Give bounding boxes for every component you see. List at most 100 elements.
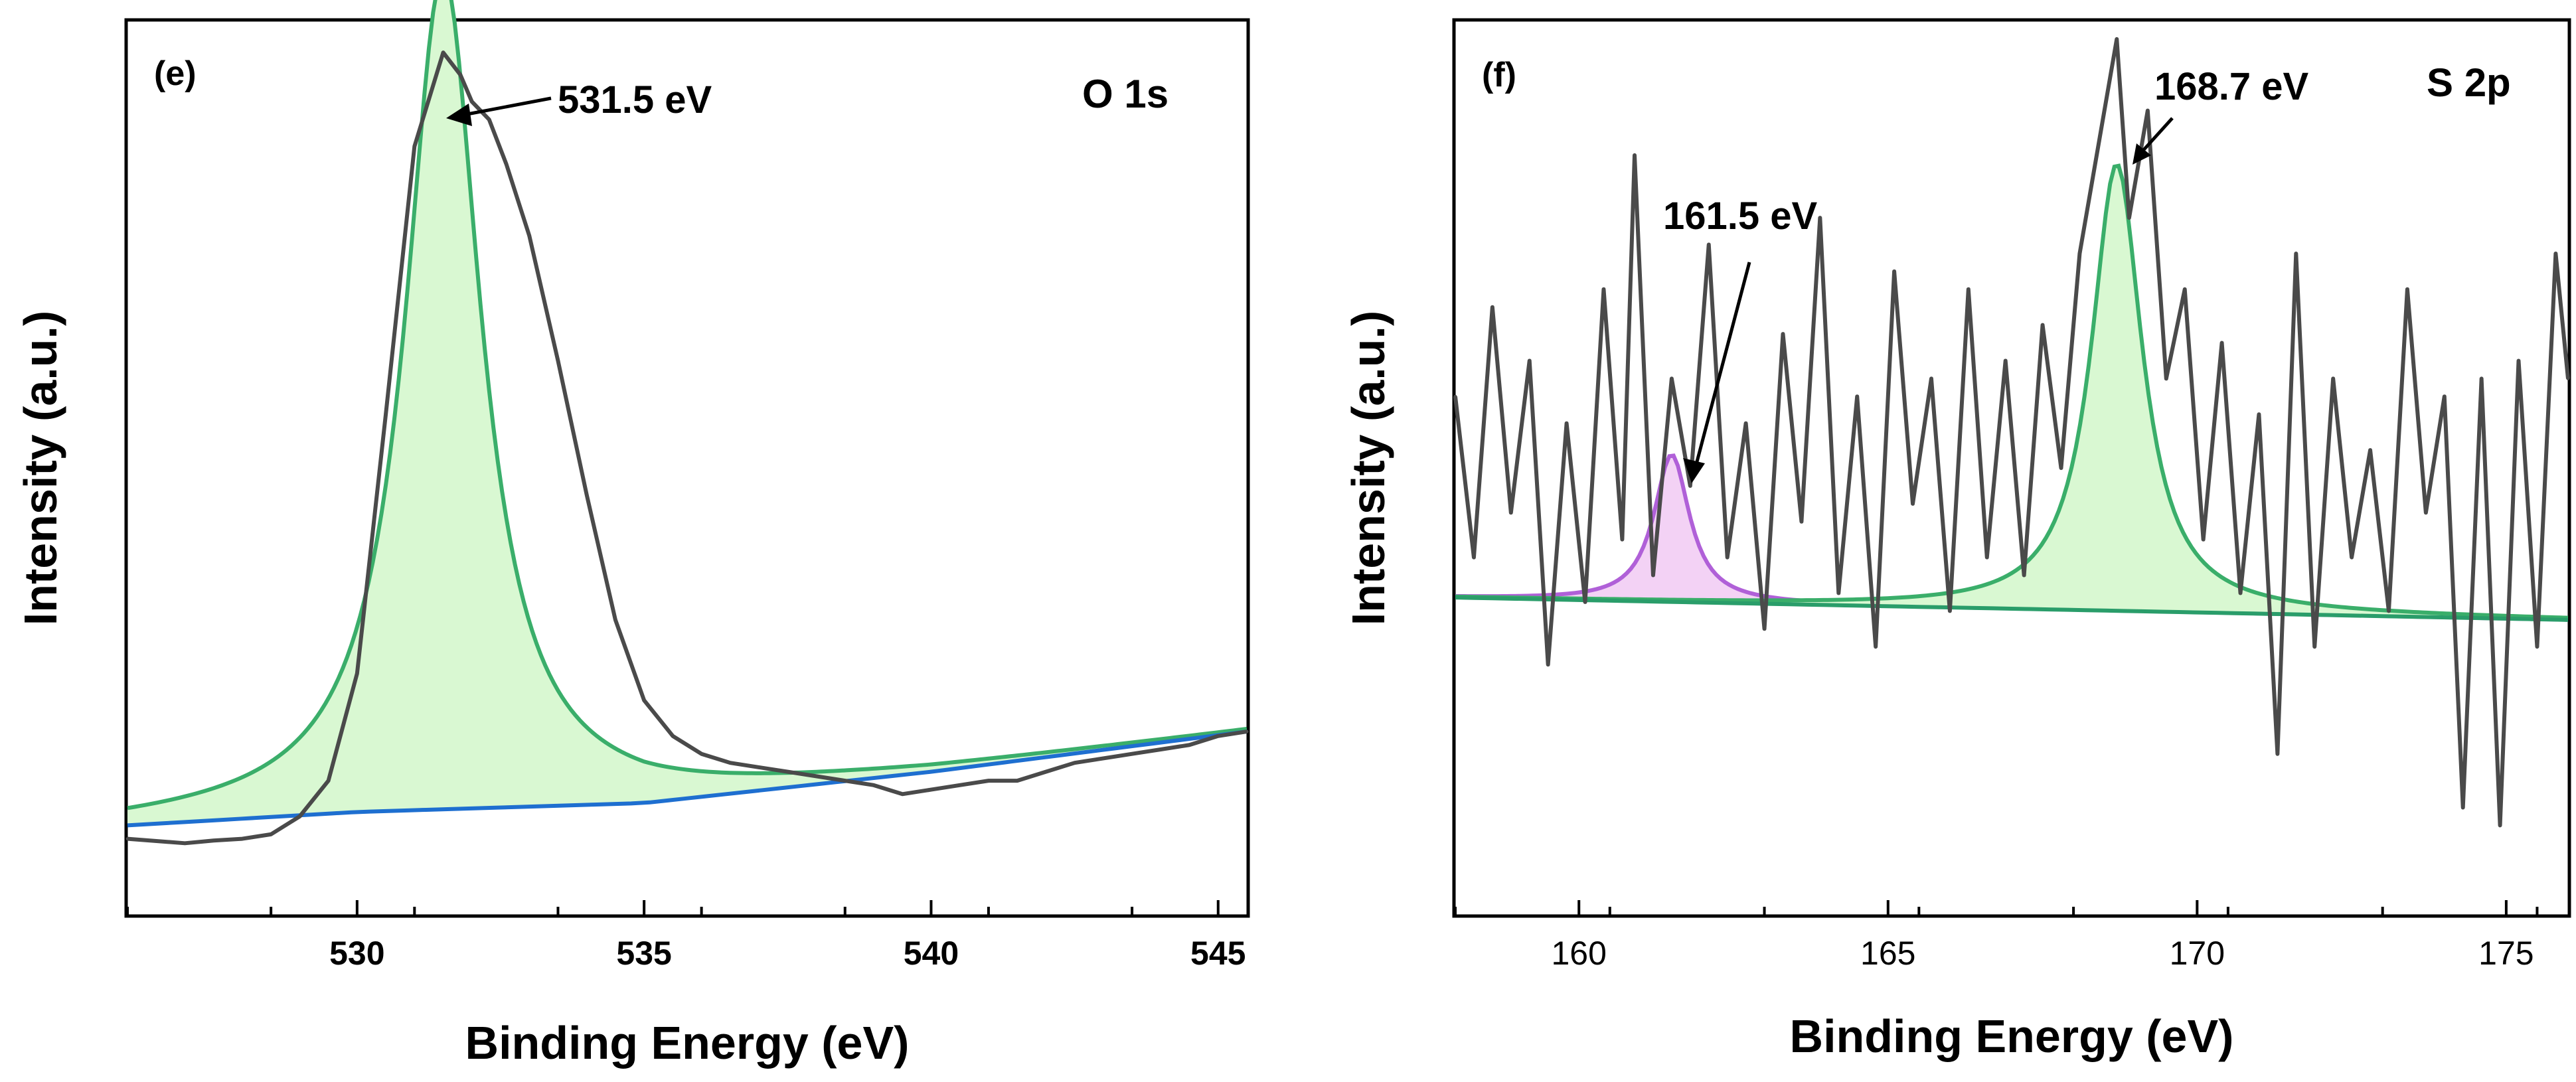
arrowhead-f-161 [1683,458,1705,483]
raw-point-e [815,774,819,778]
raw-point-f [2004,358,2008,362]
raw-point-f [1651,574,1655,578]
raw-point-e [1073,761,1077,765]
raw-point-e [958,783,962,787]
x-tick-label-f: 160 [1552,935,1607,972]
raw-point-e [613,618,617,622]
annotation-f-168: 168.7 eV [2154,65,2309,108]
raw-point-f [1911,502,1915,506]
raw-point-f [1799,520,1803,524]
raw-point-f [1744,422,1748,425]
raw-point-e [212,838,216,842]
raw-point-e [125,837,129,841]
raw-point-f [1726,556,1730,560]
raw-point-f [1763,627,1767,631]
raw-point-f [2566,376,2570,380]
x-tick-label-e: 535 [616,935,671,972]
raw-point-f [2368,448,2372,452]
raw-point-f [1948,609,1952,613]
raw-point-f [2077,252,2081,256]
arrow-f-161 [1694,262,1751,467]
raw-point-f [2517,358,2521,362]
raw-point-e [700,752,704,756]
background-line-f [1455,595,2569,622]
raw-point-e [785,770,789,774]
raw-point-f [2553,252,2557,256]
raw-point-f [2164,376,2168,380]
arrowhead-e-531 [446,104,472,126]
x-ticks-e: 530 535 540 545 [126,900,1246,972]
raw-point-e [183,841,187,845]
plot-area-e [125,0,1249,846]
raw-point-f [1985,556,1989,560]
raw-point-f [2096,144,2100,148]
raw-point-f [1855,394,1859,398]
fit-fill-f-0 [1455,455,2568,620]
arrowhead-f-168 [2133,143,2151,165]
raw-point-e [1216,734,1220,738]
x-ticks-f: 160 165 170 175 [1454,900,2539,972]
raw-point-f [1670,376,1674,380]
raw-point-e [843,779,847,783]
arrow-e-531 [456,96,552,118]
raw-point-f [2239,591,2243,595]
panel-title-f: S 2p [2427,60,2511,105]
arrow-f-168 [2140,117,2174,154]
raw-data-line-e [127,50,1248,846]
fit-fill-e-0 [127,0,1247,826]
raw-point-e [671,734,675,738]
x-axis-label-e: Binding Energy (eV) [465,1017,910,1069]
raw-point-f [1583,600,1587,604]
raw-point-f [1528,358,1532,362]
x-tick-label-e: 545 [1190,935,1246,972]
raw-point-e [412,144,416,148]
raw-point-e [384,412,388,416]
raw-point-e [1044,770,1048,774]
raw-point-f [2183,287,2187,291]
raw-point-f [2294,252,2298,256]
raw-point-f [1490,305,1494,309]
raw-point-e [929,788,933,792]
x-tick-label-e: 540 [904,935,959,972]
panel-label-f: (f) [1482,56,1516,94]
raw-point-f [2115,37,2119,41]
plot-area-f [1453,37,2570,828]
raw-point-e [355,672,359,676]
raw-point-f [1818,216,1822,220]
panel-label-e: (e) [154,54,197,93]
raw-point-f [2480,376,2484,380]
raw-point-f [2535,645,2539,649]
raw-point-f [2443,394,2447,398]
raw-point-f [1967,287,1971,291]
raw-point-f [1688,484,1692,488]
raw-point-e [900,792,904,796]
raw-point-f [2220,341,2224,345]
raw-point-e [1101,756,1105,760]
raw-point-f [2498,823,2502,827]
raw-point-f [1836,591,1840,595]
raw-point-f [2022,574,2026,578]
raw-point-f [1453,394,1457,398]
raw-point-e [458,73,462,77]
raw-point-e [505,162,509,166]
raw-point-e [327,779,331,783]
raw-point-e [872,783,876,787]
raw-point-e [1159,747,1163,751]
y-axis-label-f: Intensity (a.u.) [1342,311,1394,625]
raw-point-f [2127,216,2131,220]
raw-point-f [2202,538,2206,542]
raw-point-f [1633,153,1637,157]
raw-point-f [2146,109,2150,113]
raw-point-e [642,698,646,702]
raw-point-f [2424,510,2428,514]
raw-point-f [1472,556,1476,560]
raw-point-f [2275,752,2279,756]
raw-point-e [585,493,589,497]
plot-frame-f [1452,18,2571,918]
raw-point-e [757,765,761,769]
x-axis-label-f: Binding Energy (eV) [1790,1010,2234,1062]
raw-point-f [2331,376,2335,380]
raw-point-f [1620,538,1624,542]
raw-point-e [442,50,445,54]
